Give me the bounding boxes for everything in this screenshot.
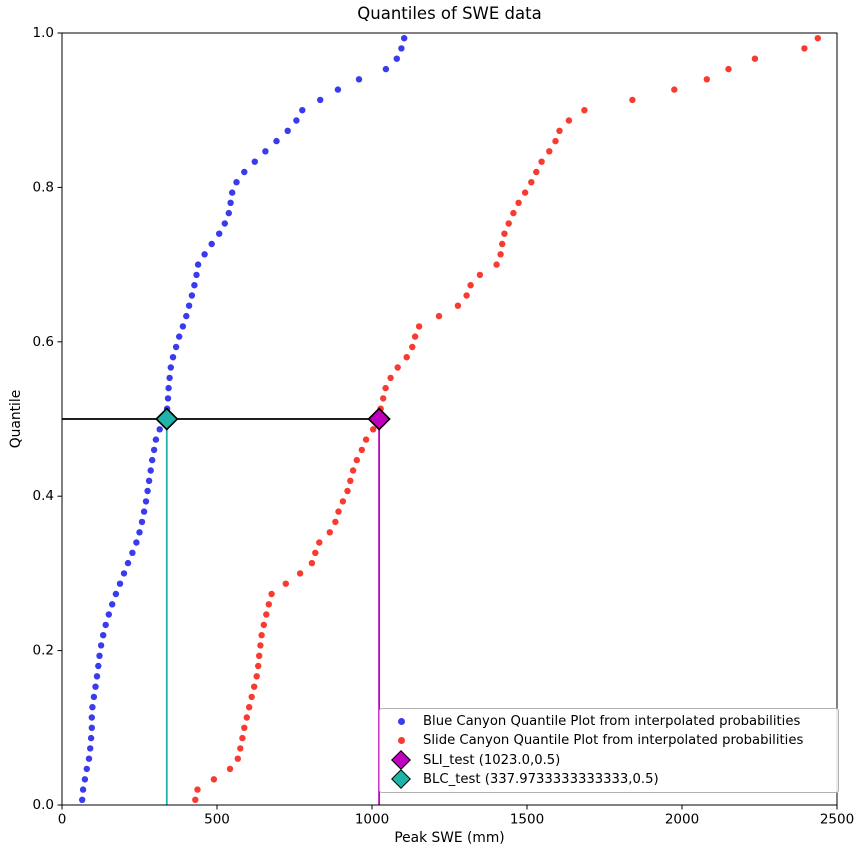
blue-dot-marker-icon: [397, 718, 405, 726]
x-tick-label: 2000: [665, 812, 699, 828]
y-tick-label: 0.2: [33, 643, 54, 659]
legend-markerbox: [388, 750, 414, 771]
blue-canyon-series-points: [79, 35, 408, 803]
sli-test-diamond-marker: [367, 407, 391, 431]
y-tick-label: 0.0: [33, 797, 54, 813]
legend-markerbox: [388, 737, 414, 745]
magenta-diamond-marker-icon: [391, 750, 411, 771]
y-axis-label: Quantile: [8, 389, 24, 449]
legend-item-sli-test: SLI_test (1023.0,0.5): [388, 750, 832, 771]
x-tick-label: 2500: [820, 812, 854, 828]
legend-item-slide-canyon: Slide Canyon Quantile Plot from interpol…: [388, 731, 832, 750]
y-tick-label: 0.8: [33, 179, 54, 195]
x-tick-label: 500: [204, 812, 230, 828]
x-tick-label: 1000: [355, 812, 389, 828]
y-tick-label: 0.4: [33, 488, 54, 504]
legend-markerbox: [388, 769, 414, 790]
y-tick-label: 1.0: [33, 25, 54, 41]
chart-title: Quantiles of SWE data: [357, 4, 542, 23]
x-tick-label: 0: [58, 812, 67, 828]
teal-diamond-marker-icon: [391, 769, 411, 790]
legend-item-blc-test: BLC_test (337.9733333333333,0.5): [388, 769, 832, 790]
legend-label: SLI_test (1023.0,0.5): [423, 752, 561, 768]
axes-spines: [61, 32, 838, 806]
slide-canyon-series-points: [192, 35, 821, 803]
y-tick-label: 0.6: [33, 334, 54, 350]
legend-markerbox: [388, 718, 414, 726]
x-axis-label: Peak SWE (mm): [394, 830, 505, 846]
legend-item-blue-canyon: Blue Canyon Quantile Plot from interpola…: [388, 712, 832, 731]
x-tick-label: 1500: [510, 812, 544, 828]
legend: Blue Canyon Quantile Plot from interpola…: [379, 708, 839, 793]
legend-label: BLC_test (337.9733333333333,0.5): [423, 771, 659, 787]
legend-label: Blue Canyon Quantile Plot from interpola…: [423, 714, 801, 730]
legend-label: Slide Canyon Quantile Plot from interpol…: [423, 733, 804, 749]
blc-test-diamond-marker: [155, 407, 179, 431]
red-dot-marker-icon: [397, 737, 405, 745]
